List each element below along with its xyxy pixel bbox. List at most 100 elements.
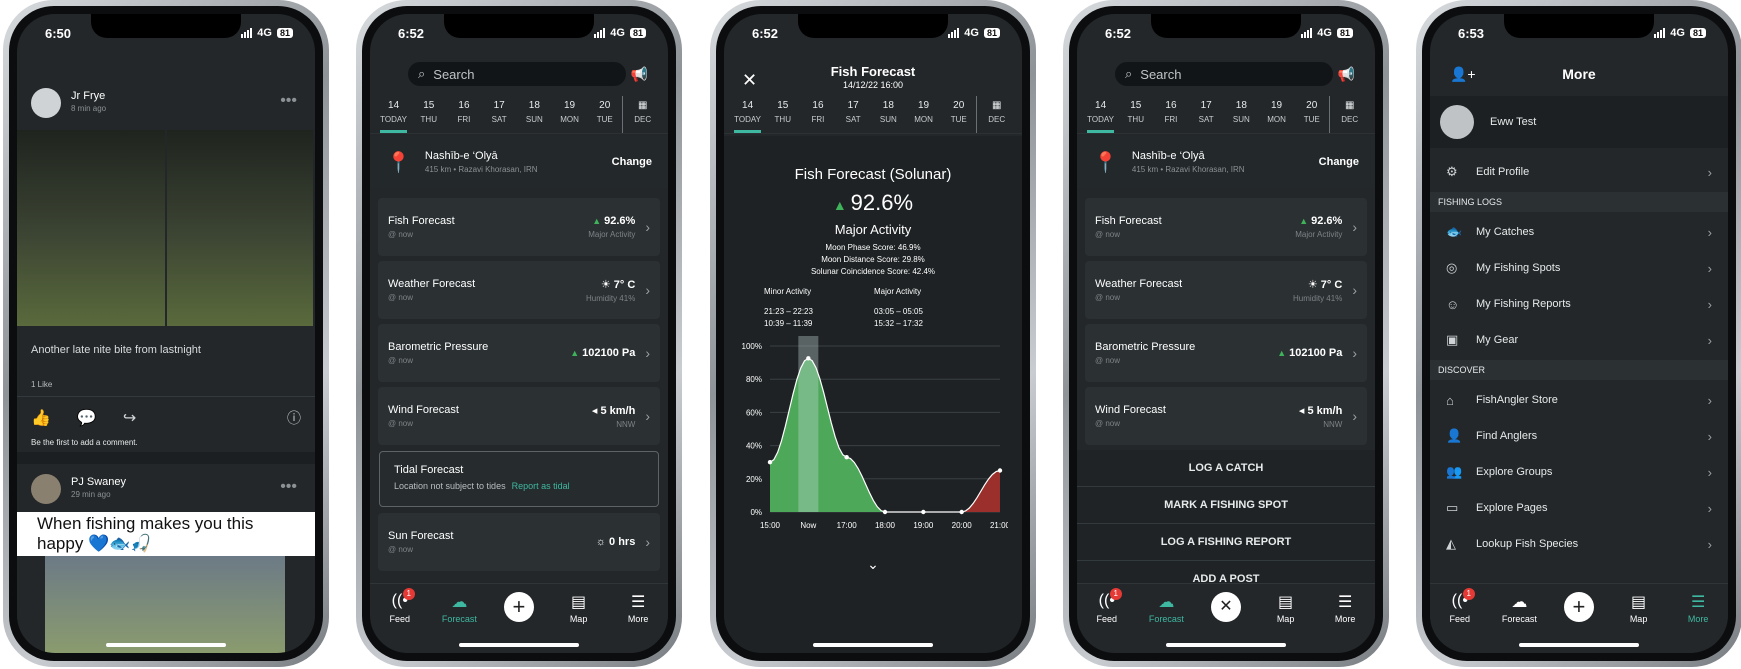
more-options-icon[interactable]: •••	[280, 478, 297, 495]
network: 4G	[610, 27, 625, 39]
like-icon[interactable]: 👍	[31, 410, 51, 427]
day-tab[interactable]: 17 SAT	[491, 100, 507, 124]
post-text-image[interactable]: When fishing makes you this happy 💙🐟🎣	[17, 512, 315, 556]
tab-forecast[interactable]: ☁ Forecast	[1501, 594, 1537, 624]
x-tick-label: Now	[800, 521, 816, 530]
comment-prompt[interactable]: Be the first to add a comment.	[31, 438, 138, 447]
change-location-button[interactable]: Change	[1318, 156, 1359, 168]
day-tab[interactable]: 15 THU	[774, 100, 791, 124]
change-location-button[interactable]: Change	[611, 156, 652, 168]
menu-item-my-fishing-spots[interactable]: ◎ My Fishing Spots ›	[1446, 260, 1712, 276]
tab-more[interactable]: ☰ More	[608, 592, 668, 653]
add-button[interactable]: +	[1549, 592, 1609, 653]
tab-map[interactable]: ▤ Map	[549, 592, 609, 653]
profile-row[interactable]: Eww Test	[1430, 96, 1728, 148]
calendar-button[interactable]: ▦ DEC	[976, 96, 1016, 133]
megaphone-icon[interactable]: 📢	[630, 66, 648, 82]
day-tab[interactable]: 17 SAT	[845, 100, 861, 124]
add-post-button[interactable]: ADD A POST	[1192, 573, 1260, 585]
log-report-button[interactable]: LOG A FISHING REPORT	[1077, 524, 1375, 561]
report-tidal-link[interactable]: Report as tidal	[511, 481, 570, 491]
megaphone-icon[interactable]: 📢	[1337, 66, 1355, 82]
menu-item-explore-pages[interactable]: ▭ Explore Pages ›	[1446, 500, 1712, 516]
add-button[interactable]: +	[489, 592, 549, 653]
post-image[interactable]	[45, 556, 285, 653]
day-tab[interactable]: 16 FRI	[1164, 100, 1178, 124]
catch-photo-1[interactable]	[17, 130, 165, 326]
day-tab[interactable]: 20 TUE	[950, 100, 967, 124]
like-count[interactable]: 1 Like	[31, 380, 53, 389]
activity-score: 92.6%	[850, 190, 914, 215]
tab-more[interactable]: ☰ More	[1334, 594, 1356, 624]
catch-photo-2[interactable]	[167, 130, 313, 326]
search-icon: ⌕	[1125, 66, 1133, 81]
day-tab[interactable]: 14 TODAY	[1083, 96, 1118, 133]
close-icon[interactable]: ✕	[742, 70, 758, 90]
tab-forecast[interactable]: ☁ Forecast	[430, 592, 490, 653]
barometric-pressure-card[interactable]: Barometric Pressure @ now ▲ 102100 Pa ›	[378, 324, 660, 382]
more-options-icon[interactable]: •••	[280, 92, 297, 109]
day-tab[interactable]: 16 FRI	[811, 100, 825, 124]
avatar[interactable]	[31, 88, 61, 118]
menu-item-explore-groups[interactable]: 👥 Explore Groups ›	[1446, 464, 1712, 480]
menu-icon: ☰	[631, 594, 646, 611]
up-arrow-icon: ▲	[832, 197, 851, 213]
share-icon[interactable]: ↪	[122, 410, 137, 427]
wind-forecast-card[interactable]: Wind Forecast @ now ◂ 5 km/h NNW ›	[378, 387, 660, 445]
log-catch-button[interactable]: LOG A CATCH	[1077, 450, 1375, 487]
day-tab[interactable]: 19 MON	[560, 100, 579, 124]
close-menu-button[interactable]: ✕	[1196, 592, 1256, 653]
menu-item-my-gear[interactable]: ▣ My Gear ›	[1446, 332, 1712, 348]
day-tab[interactable]: 17 SAT	[1198, 100, 1214, 124]
fish-forecast-card[interactable]: Fish Forecast @ now ▲ 92.6% Major Activity ›	[1085, 198, 1367, 256]
day-tab[interactable]: 15 THU	[1127, 100, 1144, 124]
calendar-button[interactable]: ▦ DEC	[1329, 96, 1369, 133]
day-tab[interactable]: 16 FRI	[457, 100, 471, 124]
avatar	[1440, 105, 1474, 139]
menu-item-lookup-species[interactable]: ◭ Lookup Fish Species ›	[1446, 536, 1712, 552]
chevron-down-icon[interactable]: ⌄	[867, 556, 879, 572]
tab-forecast[interactable]: ☁ Forecast	[1148, 594, 1184, 624]
day-tab[interactable]: 14 TODAY	[376, 96, 411, 133]
up-arrow-icon: ▲	[592, 216, 602, 226]
tab-bar: ((• 1 Feed ☁ Forecast + ▤ Map ☰ More	[370, 583, 668, 653]
fish-forecast-card[interactable]: Fish Forecast @ now ▲ 92.6% Major Activity ›	[378, 198, 660, 256]
post-author[interactable]: Jr Frye	[71, 90, 106, 102]
edit-profile-item[interactable]: ⚙ Edit Profile ›	[1446, 164, 1712, 180]
avatar[interactable]	[31, 474, 61, 504]
menu-item-my-catches[interactable]: 🐟 My Catches ›	[1446, 224, 1712, 240]
tab-feed[interactable]: ((• 1 Feed	[370, 588, 430, 653]
menu-item-find-anglers[interactable]: 👤 Find Anglers ›	[1446, 428, 1712, 444]
tab-map[interactable]: ▤ Map	[1276, 594, 1295, 624]
info-icon[interactable]: ⓘ	[287, 410, 301, 426]
wind-forecast-card[interactable]: Wind Forecast @ now ◂ 5 km/h NNW ›	[1085, 387, 1367, 445]
sun-forecast-card[interactable]: Sun Forecast @ now ☼ 0 hrs ›	[378, 513, 660, 571]
day-tab[interactable]: 14 TODAY	[730, 96, 765, 133]
barometric-pressure-card[interactable]: Barometric Pressure @ now ▲ 102100 Pa ›	[1085, 324, 1367, 382]
day-tab[interactable]: 18 SUN	[1232, 100, 1250, 124]
calendar-button[interactable]: ▦ DEC	[622, 96, 662, 133]
day-tab[interactable]: 20 TUE	[596, 100, 613, 124]
comment-icon[interactable]: 💬	[76, 410, 97, 427]
menu-item-my-fishing-reports[interactable]: ☺ My Fishing Reports ›	[1446, 296, 1712, 312]
post-author[interactable]: PJ Swaney	[71, 476, 127, 488]
weather-forecast-card[interactable]: Weather Forecast @ now ☀ 7° C Humidity 41% ›	[1085, 261, 1367, 319]
day-tab[interactable]: 20 TUE	[1303, 100, 1320, 124]
day-tab[interactable]: 19 MON	[914, 100, 933, 124]
day-tab[interactable]: 15 THU	[420, 100, 437, 124]
day-tab[interactable]: 19 MON	[1267, 100, 1286, 124]
tab-feed[interactable]: ((• 1 Feed	[1077, 588, 1137, 653]
search-input[interactable]: ⌕ Search	[408, 62, 626, 86]
weather-forecast-card[interactable]: Weather Forecast @ now ☀ 7° C Humidity 41% ›	[378, 261, 660, 319]
day-tab[interactable]: 18 SUN	[525, 100, 543, 124]
mark-spot-button[interactable]: MARK A FISHING SPOT	[1077, 487, 1375, 524]
tab-feed[interactable]: ((• 1 Feed	[1430, 588, 1490, 653]
menu-item-store[interactable]: ⌂ FishAngler Store ›	[1446, 392, 1712, 408]
low-activity-area	[885, 470, 1000, 512]
day-tab[interactable]: 18 SUN	[879, 100, 897, 124]
tab-more[interactable]: ☰ More	[1687, 594, 1709, 624]
search-input[interactable]: ⌕ Search	[1115, 62, 1333, 86]
y-tick-label: 0%	[750, 508, 762, 517]
add-friend-icon[interactable]: 👤+	[1450, 66, 1476, 82]
tab-map[interactable]: ▤ Map	[1629, 594, 1648, 624]
